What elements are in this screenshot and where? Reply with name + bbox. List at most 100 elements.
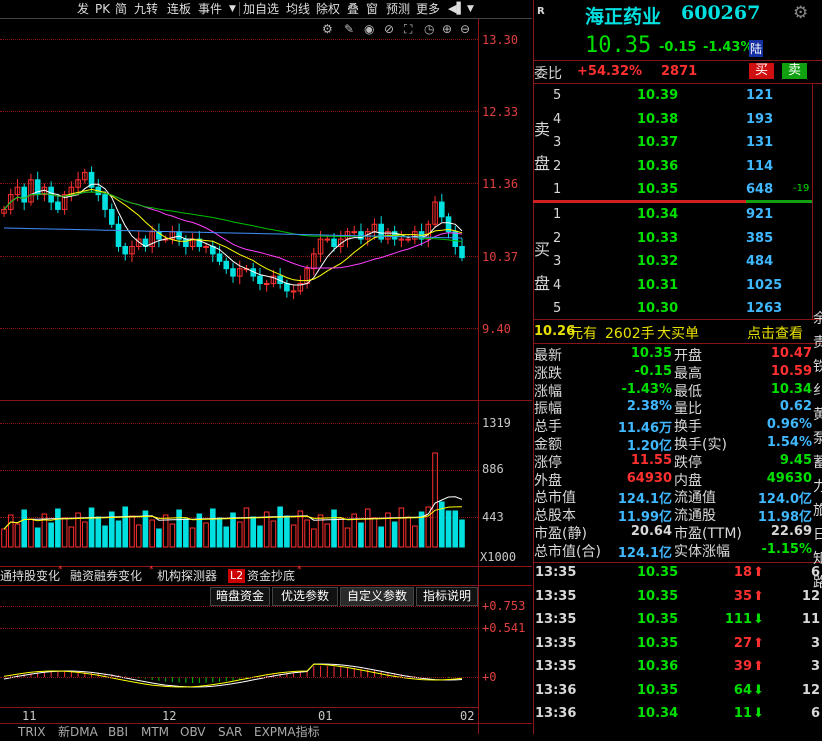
volume-tick: 886: [482, 462, 504, 476]
preferred-params-button[interactable]: 优选参数: [272, 587, 338, 606]
stat-label: 流通股: [674, 508, 716, 525]
tab-trix[interactable]: TRIX: [18, 725, 46, 739]
toolbar-shijian[interactable]: 事件: [198, 2, 223, 16]
toolbar-forecast[interactable]: 预测: [386, 2, 411, 16]
stat-value: 64930: [626, 470, 672, 486]
stock-name: 海正药业: [585, 6, 662, 28]
toolbar-more[interactable]: 更多: [416, 2, 441, 16]
volume-bar: [351, 513, 358, 548]
candle-body: [1, 208, 7, 214]
kline-chart-area[interactable]: ⚙ ✎ ◉ ⊘ ⛶ ◷ ⊕ ⊖ 13.30 12.33 11.36 10.37 …: [0, 19, 532, 739]
stat-label: 最低: [674, 383, 702, 400]
toolbar-add-watchlist[interactable]: 加自选: [243, 2, 280, 16]
candle-body: [223, 260, 230, 270]
ask-volume: 648: [746, 182, 774, 197]
bid-level: 3: [553, 254, 562, 269]
buy-label: 买: [534, 240, 551, 259]
stat-value: 1.54%: [766, 435, 812, 450]
chart-toolbar: 发 PK 简 九转 连板 事件 ▼ 加自选 均线 除权 叠 窗 预测 更多 ◀▌…: [0, 0, 532, 19]
tab-mtm[interactable]: MTM: [141, 725, 170, 739]
date-label: 12: [162, 709, 177, 723]
big-order-link[interactable]: 点击查看: [747, 326, 803, 342]
gear-small-icon[interactable]: ⚙: [322, 22, 333, 36]
toolbar-exright[interactable]: 除权: [316, 2, 341, 16]
volume-bar: [432, 452, 438, 548]
tick-count: 6: [810, 706, 820, 721]
stat-label: 涨停: [534, 454, 562, 471]
toolbar-jian[interactable]: 简: [115, 2, 128, 16]
stat-label: 外盘: [534, 472, 562, 489]
toolbar-window[interactable]: 窗: [366, 2, 379, 16]
candle-body: [317, 238, 324, 255]
candle-body: [102, 194, 108, 210]
volume-bar: [317, 514, 324, 548]
tab-obv[interactable]: OBV: [180, 725, 206, 739]
candle-body: [270, 275, 277, 285]
toolbar-collapse-icon[interactable]: ◀▌: [448, 2, 465, 15]
sell-button[interactable]: 卖: [782, 63, 808, 79]
ask-volume: 193: [746, 111, 774, 127]
candle-body: [405, 238, 411, 241]
buy-button[interactable]: 买: [749, 63, 775, 79]
toolbar-more-dropdown-icon[interactable]: ▼: [467, 4, 474, 14]
clock-icon[interactable]: ◷: [424, 22, 435, 36]
zoom-out-icon[interactable]: ⊖: [460, 22, 471, 36]
bid-level: 1: [553, 207, 562, 222]
chart-tools: ⚙ ✎ ◉ ⊘ ⛶ ◷ ⊕ ⊖: [322, 22, 482, 38]
tab-sar[interactable]: SAR: [218, 725, 243, 739]
stat-label: 涨幅: [534, 383, 562, 400]
volume-unit: X1000: [480, 550, 517, 564]
ask-volume: 114: [746, 158, 774, 174]
tick-price: 10.35: [637, 635, 679, 651]
dark-fund-button[interactable]: 暗盘资金: [210, 587, 270, 606]
side-char: 纟: [813, 383, 822, 399]
tick-count: 6: [810, 565, 820, 580]
tick-count: 3: [810, 635, 820, 651]
tab-fund-bottom[interactable]: 资金抄底: [247, 569, 296, 583]
tick-volume: 64: [733, 682, 752, 698]
candle-body: [216, 253, 223, 262]
tab-bbi[interactable]: BBI: [108, 725, 129, 739]
tab-newdma[interactable]: 新DMA: [58, 725, 98, 739]
tick-price: 10.35: [637, 588, 679, 604]
side-char: 日: [813, 527, 822, 543]
eye-icon[interactable]: ◉: [364, 22, 375, 36]
tab-margin-change[interactable]: 融资融券变化: [70, 569, 143, 583]
hide-icon[interactable]: ⊘: [384, 22, 395, 36]
toolbar-pk[interactable]: PK: [95, 2, 111, 16]
tick-price: 10.35: [637, 682, 679, 698]
r-mark: R: [537, 6, 545, 17]
custom-params-button[interactable]: 自定义参数: [340, 587, 414, 606]
toolbar-fa[interactable]: 发: [77, 2, 90, 16]
draw-pen-icon[interactable]: ✎: [344, 22, 355, 36]
sell-label: 盘: [534, 154, 551, 173]
toolbar-jiuzhuan[interactable]: 九转: [134, 2, 159, 16]
toolbar-lianban[interactable]: 连板: [167, 2, 192, 16]
fullscreen-icon[interactable]: ⛶: [404, 22, 413, 36]
ask-price: 10.35: [637, 182, 679, 197]
side-char: 蓄: [813, 455, 822, 471]
zoom-in-icon[interactable]: ⊕: [442, 22, 453, 36]
volume-bar: [48, 522, 54, 548]
indicator-help-button[interactable]: 指标说明: [416, 587, 478, 606]
toolbar-event-dropdown-icon[interactable]: ▼: [229, 4, 236, 14]
volume-bar: [189, 527, 196, 548]
candle-body: [263, 283, 270, 286]
volume-bar: [209, 508, 216, 548]
stat-value: 10.47: [770, 346, 812, 361]
price-change-pct: -1.43%: [703, 40, 754, 55]
tab-expma[interactable]: EXPMA指标: [254, 725, 320, 739]
candle-body: [55, 201, 61, 210]
weibi-value: +54.32%: [577, 64, 643, 79]
price-tick: 12.33: [482, 105, 519, 119]
toolbar-overlay[interactable]: 叠: [347, 2, 360, 16]
volume-bar: [216, 517, 223, 548]
tab-institution-probe[interactable]: 机构探测器: [157, 569, 218, 583]
bid-level: 4: [553, 277, 562, 293]
tab-holding-change[interactable]: 通持股变化: [0, 569, 61, 583]
volume-bar: [230, 512, 236, 548]
toolbar-ma[interactable]: 均线: [286, 2, 311, 16]
stat-label: 总股本: [534, 508, 576, 525]
settings-gear-icon[interactable]: ⚙: [793, 3, 809, 23]
price-tick: 10.37: [482, 250, 519, 264]
